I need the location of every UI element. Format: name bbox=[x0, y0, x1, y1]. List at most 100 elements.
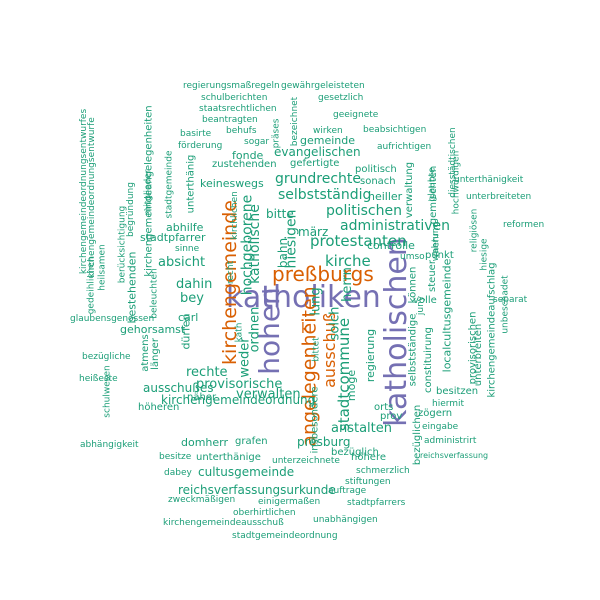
word: administrativen bbox=[340, 218, 451, 234]
word: recht bbox=[226, 260, 237, 285]
word: kath bbox=[234, 322, 245, 343]
word: glaubte bbox=[427, 167, 438, 202]
word: herrn bbox=[339, 267, 355, 302]
word: reformen bbox=[503, 220, 545, 230]
word: beantragten bbox=[202, 115, 258, 125]
word: rechte bbox=[186, 365, 228, 380]
word: beabsichtigen bbox=[363, 125, 427, 135]
word: domherr bbox=[181, 436, 229, 449]
word: selbstständige bbox=[407, 313, 419, 387]
word: stadtpfarrer bbox=[140, 231, 206, 244]
word: verwalten bbox=[236, 387, 301, 402]
word: grundrechte bbox=[275, 171, 362, 187]
word: controlle bbox=[367, 239, 415, 252]
word: juny bbox=[416, 295, 427, 316]
word: auftrage bbox=[328, 486, 367, 496]
word: weder bbox=[237, 337, 253, 378]
word: ausschußes bbox=[143, 381, 214, 395]
word: näher bbox=[187, 392, 217, 403]
word: protestanten bbox=[310, 232, 407, 250]
word: sinne bbox=[175, 244, 200, 254]
word: hiermit bbox=[432, 399, 465, 409]
word: wirken bbox=[313, 126, 343, 136]
word: heilsamen bbox=[97, 244, 108, 291]
word: fonde bbox=[232, 149, 264, 162]
word: unabhängigen bbox=[313, 515, 378, 525]
word: stadtgemeindeordnung bbox=[232, 531, 338, 541]
word: unterzeichnete bbox=[272, 456, 340, 466]
word: kirchlichen bbox=[229, 191, 240, 240]
word: bezüglich bbox=[331, 447, 379, 458]
word: einigermaßen bbox=[258, 497, 321, 507]
word: glaubensgenossen bbox=[70, 314, 155, 324]
word: geeignete bbox=[333, 110, 379, 120]
word: politischen bbox=[326, 203, 402, 219]
word: zweckmäßigen bbox=[168, 495, 236, 505]
word: stadtpfarrers bbox=[347, 498, 406, 508]
word: provisorische bbox=[196, 377, 283, 392]
word: reichsverfassungsurkunde bbox=[178, 483, 336, 497]
word: lung bbox=[308, 287, 324, 316]
word: umso bbox=[400, 252, 425, 262]
word: administrirt bbox=[424, 436, 477, 446]
word: orts bbox=[374, 402, 394, 413]
word: regierungsmaßregeln bbox=[183, 81, 280, 91]
word: stiftungen bbox=[345, 477, 391, 487]
word: keineswegs bbox=[200, 177, 264, 190]
word: stadtgemeinde bbox=[164, 150, 175, 219]
word: constituirung bbox=[423, 326, 435, 394]
word: politisch bbox=[355, 164, 397, 175]
word: reichsverfassung bbox=[420, 451, 489, 460]
word: gewährgeleisteten bbox=[281, 81, 365, 91]
word: evangelischen bbox=[274, 145, 361, 159]
word: unterthänig bbox=[185, 154, 197, 214]
word: dabey bbox=[164, 468, 192, 478]
word: aufrichtigen bbox=[377, 142, 432, 152]
word: hiesige bbox=[479, 238, 490, 271]
word: höhere bbox=[351, 452, 386, 463]
word: sogar bbox=[244, 137, 270, 147]
word: k bbox=[301, 321, 310, 337]
word: localcultusgemeinde bbox=[440, 258, 454, 373]
word: diesstädtischen bbox=[447, 127, 458, 198]
word: schulwesen bbox=[102, 365, 113, 418]
word: förderung bbox=[178, 141, 223, 151]
word: volle bbox=[413, 295, 437, 306]
word: gehorsamst bbox=[120, 323, 186, 336]
word: religiösen bbox=[469, 208, 480, 253]
word: provisorischen bbox=[467, 311, 479, 385]
word: bitte bbox=[266, 207, 294, 221]
word: heißeste bbox=[79, 374, 118, 384]
word: schmerzlich bbox=[356, 466, 410, 476]
word: insbesondere bbox=[309, 386, 321, 454]
word: steuer bbox=[426, 260, 438, 292]
word: prov bbox=[380, 411, 403, 422]
word: unterthänigkeit bbox=[454, 175, 524, 185]
word: eingabe bbox=[422, 422, 459, 432]
word: behufs bbox=[226, 126, 257, 136]
word: punkt bbox=[425, 250, 454, 261]
word: zögern bbox=[418, 408, 453, 419]
word: gesetzlich bbox=[318, 93, 364, 103]
word: besitze bbox=[159, 452, 192, 462]
word: schulberichten bbox=[201, 93, 268, 103]
word: bezügliche bbox=[82, 352, 131, 362]
word: presburg bbox=[297, 435, 351, 449]
word: gefertigte bbox=[290, 158, 340, 169]
word: preßburgs bbox=[272, 262, 374, 286]
word: länger bbox=[149, 338, 161, 370]
word: dahin bbox=[176, 277, 213, 292]
word: verwaltung bbox=[404, 161, 416, 219]
word: hochgeborene bbox=[239, 194, 256, 296]
word: gemeinde bbox=[300, 134, 356, 147]
word: katholiken bbox=[226, 280, 381, 315]
word: bittet bbox=[311, 337, 322, 362]
word: heiller bbox=[368, 190, 403, 203]
word: staatsrechtlichen bbox=[199, 104, 277, 114]
word: märz bbox=[298, 225, 329, 239]
word: oberhirtlichen bbox=[233, 508, 296, 518]
word: sonach bbox=[360, 176, 396, 187]
word: präses bbox=[271, 118, 282, 149]
word: kirchengemeindeordnungsentwurfes bbox=[79, 108, 90, 275]
word: grafen bbox=[235, 436, 268, 447]
